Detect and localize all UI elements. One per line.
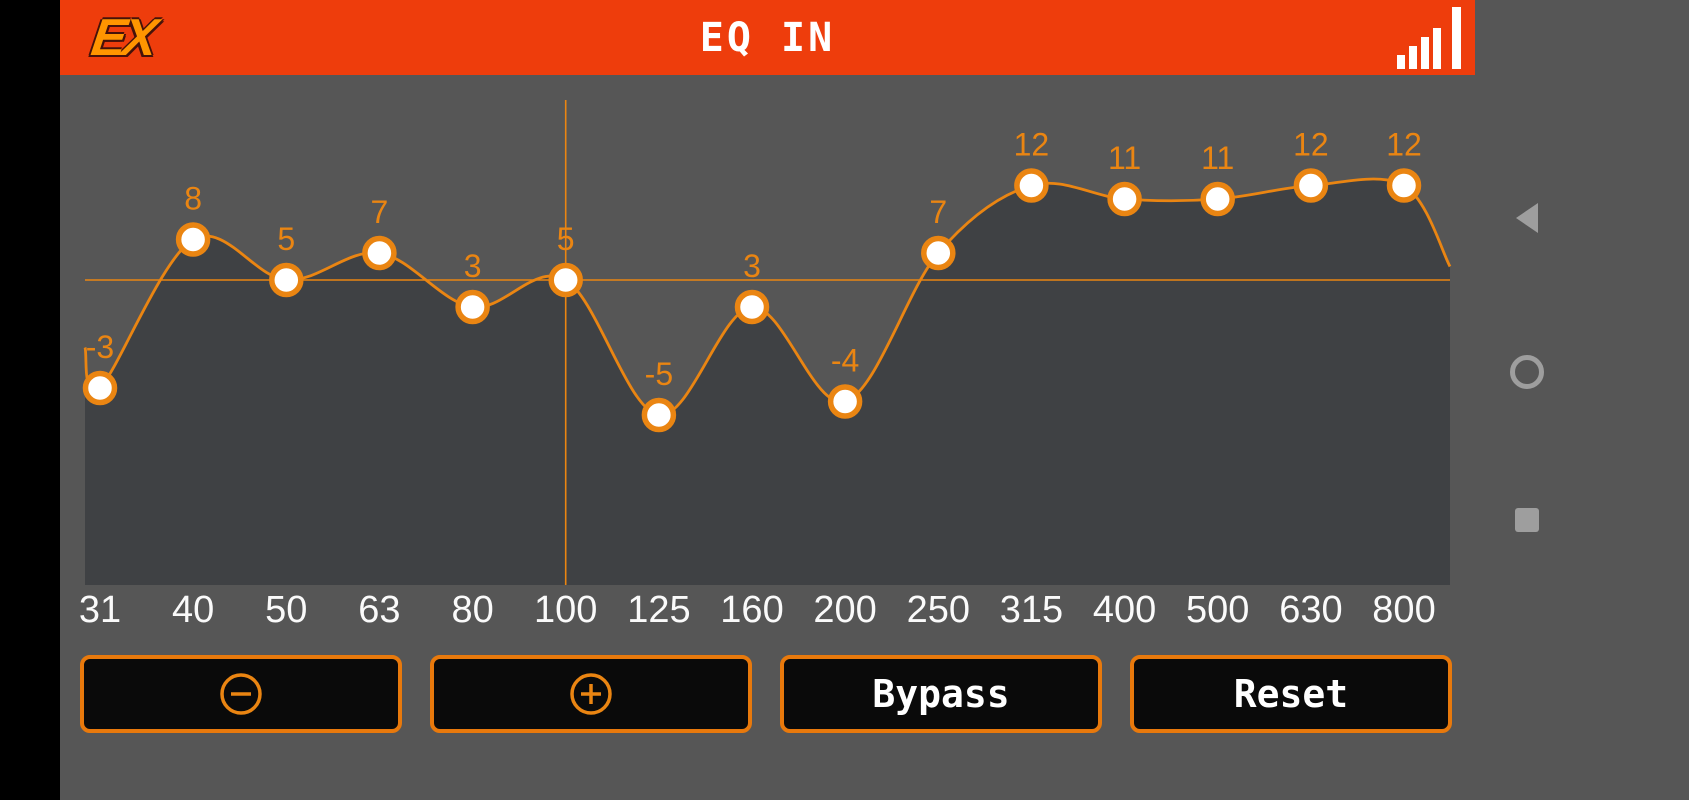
- band-handle-500[interactable]: [1200, 181, 1235, 217]
- minus-circle-icon: [220, 673, 262, 715]
- band-frequency-label: 400: [1093, 589, 1156, 631]
- band-gain-label: 11: [1108, 140, 1141, 176]
- band-handle-800[interactable]: [1386, 168, 1422, 203]
- band-handle-50[interactable]: [269, 262, 304, 298]
- band-handle-100[interactable]: [548, 262, 583, 298]
- band-handle-31[interactable]: [82, 370, 118, 406]
- nav-back-button[interactable]: [1508, 199, 1546, 237]
- screen-edge-bar: [0, 0, 60, 800]
- band-gain-label: 11: [1201, 140, 1234, 176]
- band-handle-40[interactable]: [175, 222, 211, 257]
- signal-bar-4: [1433, 27, 1441, 69]
- band-frequency-label: 125: [627, 589, 690, 631]
- band-gain-label: 12: [1293, 127, 1329, 163]
- signal-bar-3: [1421, 36, 1429, 69]
- band-frequency-label: 100: [534, 589, 597, 631]
- band-gain-label: -4: [831, 343, 859, 379]
- band-gain-label: 5: [277, 221, 295, 257]
- band-handle-315[interactable]: [1014, 168, 1049, 203]
- nav-recents-button[interactable]: [1508, 501, 1546, 539]
- signal-bars-icon: [1397, 6, 1461, 69]
- page-title: EQ IN: [699, 14, 836, 61]
- band-frequency-label: 31: [79, 589, 121, 631]
- band-handle-200[interactable]: [827, 384, 863, 419]
- band-gain-label: 3: [743, 248, 761, 284]
- band-frequency-label: 250: [907, 589, 970, 631]
- band-handle-250[interactable]: [921, 235, 956, 271]
- bypass-button[interactable]: Bypass: [780, 655, 1102, 733]
- plus-circle-icon: [570, 673, 612, 715]
- band-frequency-label: 630: [1279, 589, 1342, 631]
- band-gain-label: 3: [464, 248, 482, 284]
- nav-home-button[interactable]: [1508, 353, 1546, 391]
- app-header: EX EQ IN: [60, 0, 1475, 75]
- band-frequency-label: 40: [172, 589, 214, 631]
- band-gain-label: -5: [645, 356, 673, 392]
- gain-decrease-button[interactable]: [80, 655, 402, 733]
- band-gain-label: 7: [929, 194, 947, 230]
- band-handle-80[interactable]: [455, 289, 490, 325]
- band-gain-label: 12: [1386, 127, 1422, 163]
- band-gain-label: 12: [1014, 127, 1050, 163]
- band-gain-label: 5: [557, 221, 575, 257]
- band-handle-400[interactable]: [1107, 181, 1142, 217]
- band-handle-630[interactable]: [1293, 168, 1329, 203]
- band-frequency-label: 500: [1186, 589, 1249, 631]
- signal-bar-2: [1409, 45, 1417, 69]
- band-frequency-label: 315: [1000, 589, 1063, 631]
- home-circle-icon: [1510, 355, 1544, 389]
- band-handle-125[interactable]: [641, 397, 677, 433]
- band-gain-label: 7: [371, 194, 389, 230]
- band-handle-160[interactable]: [734, 289, 770, 325]
- android-navbar: [1475, 0, 1689, 800]
- recents-square-icon: [1515, 508, 1539, 532]
- gain-increase-button[interactable]: [430, 655, 752, 733]
- signal-bar-1: [1397, 54, 1405, 69]
- band-frequency-label: 50: [265, 589, 307, 631]
- band-frequency-label: 160: [720, 589, 783, 631]
- reset-button[interactable]: Reset: [1130, 655, 1452, 733]
- band-gain-label: -3: [86, 329, 114, 365]
- back-triangle-icon: [1516, 203, 1538, 233]
- band-frequency-label: 63: [358, 589, 400, 631]
- band-gain-label: 8: [184, 181, 202, 217]
- band-frequency-label: 800: [1372, 589, 1435, 631]
- band-handle-63[interactable]: [362, 235, 397, 271]
- band-frequency-label: 80: [451, 589, 493, 631]
- band-frequency-label: 200: [813, 589, 876, 631]
- eq-controls: Bypass Reset: [80, 655, 1452, 733]
- signal-level-bar: [1452, 6, 1461, 69]
- ex-logo: EX: [87, 8, 158, 67]
